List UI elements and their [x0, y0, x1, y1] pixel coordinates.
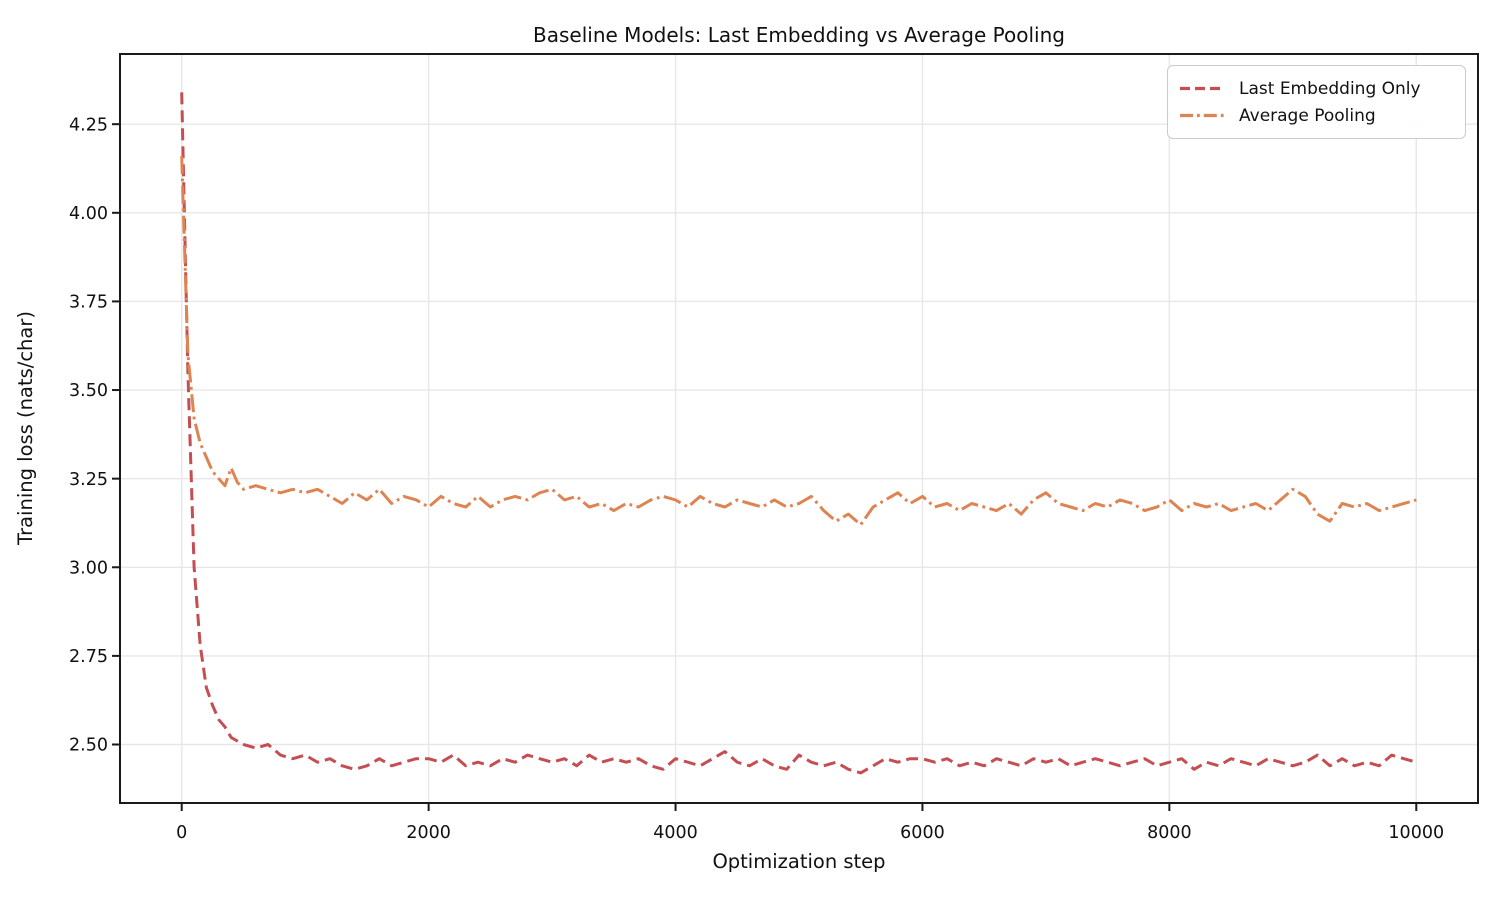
y-tick-label: 4.00	[69, 204, 108, 224]
x-tick-label: 4000	[653, 823, 698, 843]
plot-border	[119, 53, 1479, 804]
x-tick-label: 8000	[1147, 823, 1192, 843]
legend-item-average-pooling: Average Pooling	[1180, 106, 1453, 126]
x-tick-label: 0	[176, 823, 187, 843]
axes	[112, 53, 1479, 811]
legend-label-average-pooling: Average Pooling	[1239, 105, 1376, 126]
y-axis-label: Training loss (nats/char)	[14, 311, 37, 546]
y-tick-label: 2.50	[69, 736, 108, 756]
y-tick-label: 3.50	[69, 381, 108, 401]
y-tick-label: 2.75	[69, 647, 108, 667]
x-tick-label: 6000	[900, 823, 945, 843]
series-line-1	[180, 156, 1417, 527]
series-line-0	[180, 92, 1417, 775]
x-axis-label: Optimization step	[712, 850, 885, 873]
series-lines	[180, 92, 1417, 775]
y-tick-label: 4.25	[69, 115, 108, 135]
dashed-line-sample-icon	[1180, 86, 1224, 91]
y-tick-label: 3.25	[69, 470, 108, 490]
x-tick-label: 2000	[406, 823, 451, 843]
legend: Last Embedding Only Average Pooling	[1167, 65, 1466, 139]
chart-title: Baseline Models: Last Embedding vs Avera…	[533, 23, 1065, 47]
y-tick-label: 3.75	[69, 293, 108, 313]
tick-labels: 0 2000 4000 6000 8000 10000 2.50 2.75 3.00 3.25 3.…	[69, 115, 1444, 843]
grid-lines	[120, 54, 1478, 803]
y-tick-label: 3.00	[69, 558, 108, 578]
dashdot-line-sample-icon	[1180, 113, 1224, 118]
x-tick-label: 10000	[1388, 823, 1444, 843]
legend-item-last-embedding: Last Embedding Only	[1180, 79, 1453, 99]
legend-label-last-embedding: Last Embedding Only	[1239, 78, 1421, 99]
